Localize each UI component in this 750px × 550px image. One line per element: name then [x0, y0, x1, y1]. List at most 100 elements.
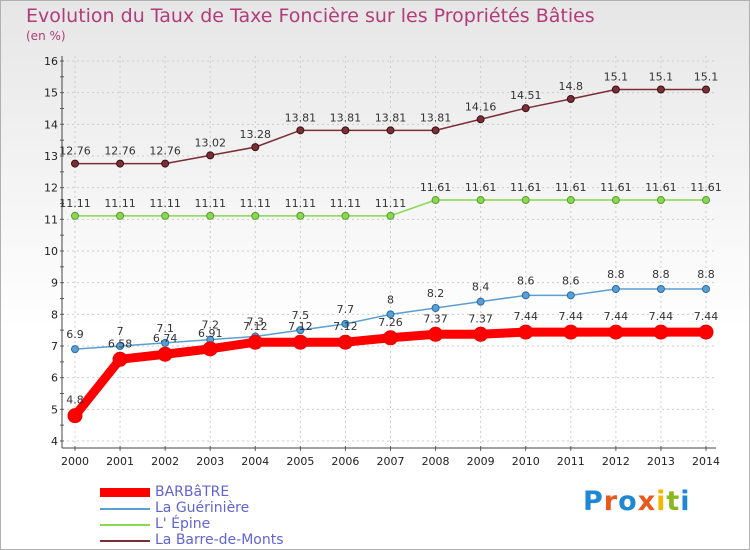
data-point	[566, 95, 575, 103]
data-label: 12.76	[104, 145, 136, 158]
data-point	[71, 159, 79, 168]
legend-label: BARBâTRE	[155, 484, 230, 500]
logo-letter: x	[637, 486, 657, 517]
y-tick-label: 11	[44, 213, 58, 226]
data-point	[116, 211, 125, 220]
data-point	[71, 211, 79, 220]
data-label: 11.61	[555, 181, 587, 194]
x-tick-label: 2011	[557, 455, 585, 468]
legend-item-barbatre: BARBâTRE	[100, 484, 360, 500]
data-point	[608, 324, 624, 340]
data-point	[247, 334, 263, 350]
legend-item-l-epine: L' Épine	[100, 516, 360, 532]
data-point	[656, 85, 665, 94]
y-tick-label: 4	[51, 435, 58, 448]
data-label: 8.6	[517, 274, 535, 287]
data-point	[702, 85, 710, 94]
data-label: 13.81	[330, 111, 362, 124]
data-point	[292, 334, 308, 350]
data-label: 6.9	[66, 328, 84, 341]
data-label: 8.8	[652, 268, 670, 281]
data-label: 11.11	[149, 197, 181, 210]
data-label: 7.12	[243, 320, 268, 333]
data-point	[611, 285, 620, 293]
data-point	[296, 126, 305, 135]
data-label: 7.5	[292, 309, 310, 322]
data-point	[383, 330, 398, 346]
data-label: 8.8	[697, 268, 715, 281]
data-point	[116, 159, 125, 168]
data-label: 7.7	[337, 303, 355, 316]
legend-item-la-barre-de-monts: La Barre-de-Monts	[100, 532, 360, 548]
data-label: 6.91	[198, 327, 223, 340]
data-label: 7.44	[559, 310, 584, 323]
x-tick-label: 2005	[286, 455, 314, 468]
data-label: 11.11	[240, 197, 272, 210]
data-point	[431, 304, 440, 312]
data-label: 7.44	[513, 310, 538, 323]
data-point	[161, 338, 170, 347]
data-label: 11.61	[510, 181, 542, 194]
axes: 4 5 6 7 8 9 10 11 12 13 14 15 16 2000 2001 2002 2003 2004…	[44, 55, 720, 468]
x-tick-label: 2001	[106, 455, 134, 468]
data-label: 12.76	[149, 145, 181, 158]
series-layer	[67, 85, 714, 424]
x-tick-label: 2012	[602, 455, 630, 468]
data-point	[206, 211, 215, 220]
data-point	[702, 285, 710, 293]
data-label: 8	[387, 293, 394, 306]
logo-letter: P	[583, 486, 604, 517]
y-tick-label: 15	[44, 87, 58, 100]
data-point	[521, 196, 530, 205]
data-point	[386, 310, 395, 319]
data-point	[566, 291, 575, 300]
legend-item-la-gueriniere: La Guérinière	[100, 500, 360, 516]
data-label: 7.26	[378, 316, 403, 329]
data-label: 13.81	[285, 111, 317, 124]
data-label: 8.4	[472, 281, 490, 294]
legend: BARBâTRE La Guérinière L' Épine La Barre…	[100, 484, 360, 548]
data-point	[656, 285, 665, 293]
data-point	[476, 115, 485, 124]
y-tick-label: 16	[44, 55, 58, 68]
data-label: 7.44	[649, 310, 674, 323]
data-point	[341, 319, 350, 328]
x-tick-label: 2008	[422, 455, 450, 468]
data-label: 6.58	[108, 337, 133, 350]
data-point	[341, 126, 350, 135]
data-label: 8.6	[562, 274, 580, 287]
data-point	[386, 211, 395, 220]
logo-letter: r	[603, 486, 619, 517]
x-tick-label: 2007	[377, 455, 405, 468]
data-point	[161, 159, 170, 168]
x-tick-label: 2004	[241, 455, 269, 468]
logo-letter: i	[680, 486, 691, 517]
proxiti-logo: Proxiti	[583, 486, 691, 517]
y-tick-label: 14	[44, 118, 58, 131]
data-label: 11.11	[59, 197, 91, 210]
data-label: 11.61	[420, 181, 452, 194]
data-point	[563, 324, 579, 340]
data-label: 8.2	[427, 287, 445, 300]
data-point	[656, 196, 665, 205]
data-label: 15.1	[604, 71, 629, 84]
data-label: 11.61	[465, 181, 497, 194]
data-label: 11.61	[600, 181, 632, 194]
legend-label: La Barre-de-Monts	[155, 532, 284, 548]
data-point	[428, 326, 444, 342]
y-tick-label: 8	[51, 308, 58, 321]
chart-title: Evolution du Taux de Taxe Foncière sur l…	[26, 5, 595, 27]
data-point	[337, 334, 353, 350]
x-tick-label: 2003	[196, 455, 224, 468]
data-label: 11.61	[690, 181, 722, 194]
data-point	[521, 291, 530, 300]
legend-swatch	[100, 488, 150, 497]
data-point	[112, 351, 128, 367]
data-point	[611, 196, 620, 205]
x-tick-label: 2009	[467, 455, 495, 468]
y-tick-label: 6	[51, 372, 58, 385]
data-label: 8.8	[607, 268, 625, 281]
data-point	[251, 143, 260, 152]
